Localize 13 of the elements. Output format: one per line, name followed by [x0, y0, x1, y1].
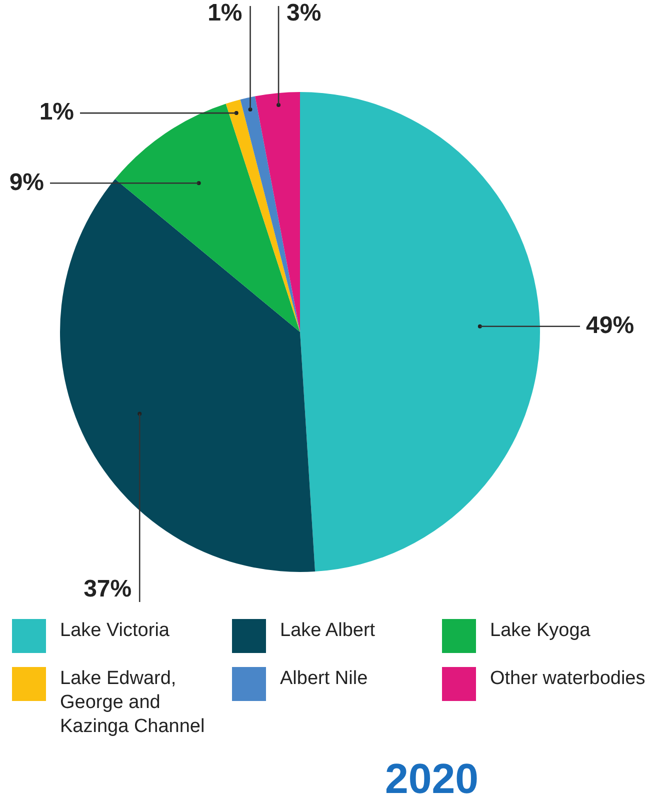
legend-label: Albert Nile	[280, 667, 368, 691]
data-label: 1%	[208, 0, 242, 27]
legend-label: Lake Kyoga	[490, 619, 590, 643]
text: 2020	[385, 755, 478, 803]
data-label: 9%	[9, 168, 44, 196]
data-label: 1%	[39, 98, 74, 126]
legend-label: Lake Edward, George and Kazinga Channel	[60, 667, 206, 739]
legend-label: Lake Albert	[280, 619, 376, 643]
legend-label: Other waterbodies	[490, 667, 646, 691]
legend-label: Lake Victoria	[60, 619, 170, 643]
data-label: 49%	[586, 312, 634, 339]
data-label: 37%	[84, 576, 132, 603]
data-label: 3%	[286, 0, 322, 27]
